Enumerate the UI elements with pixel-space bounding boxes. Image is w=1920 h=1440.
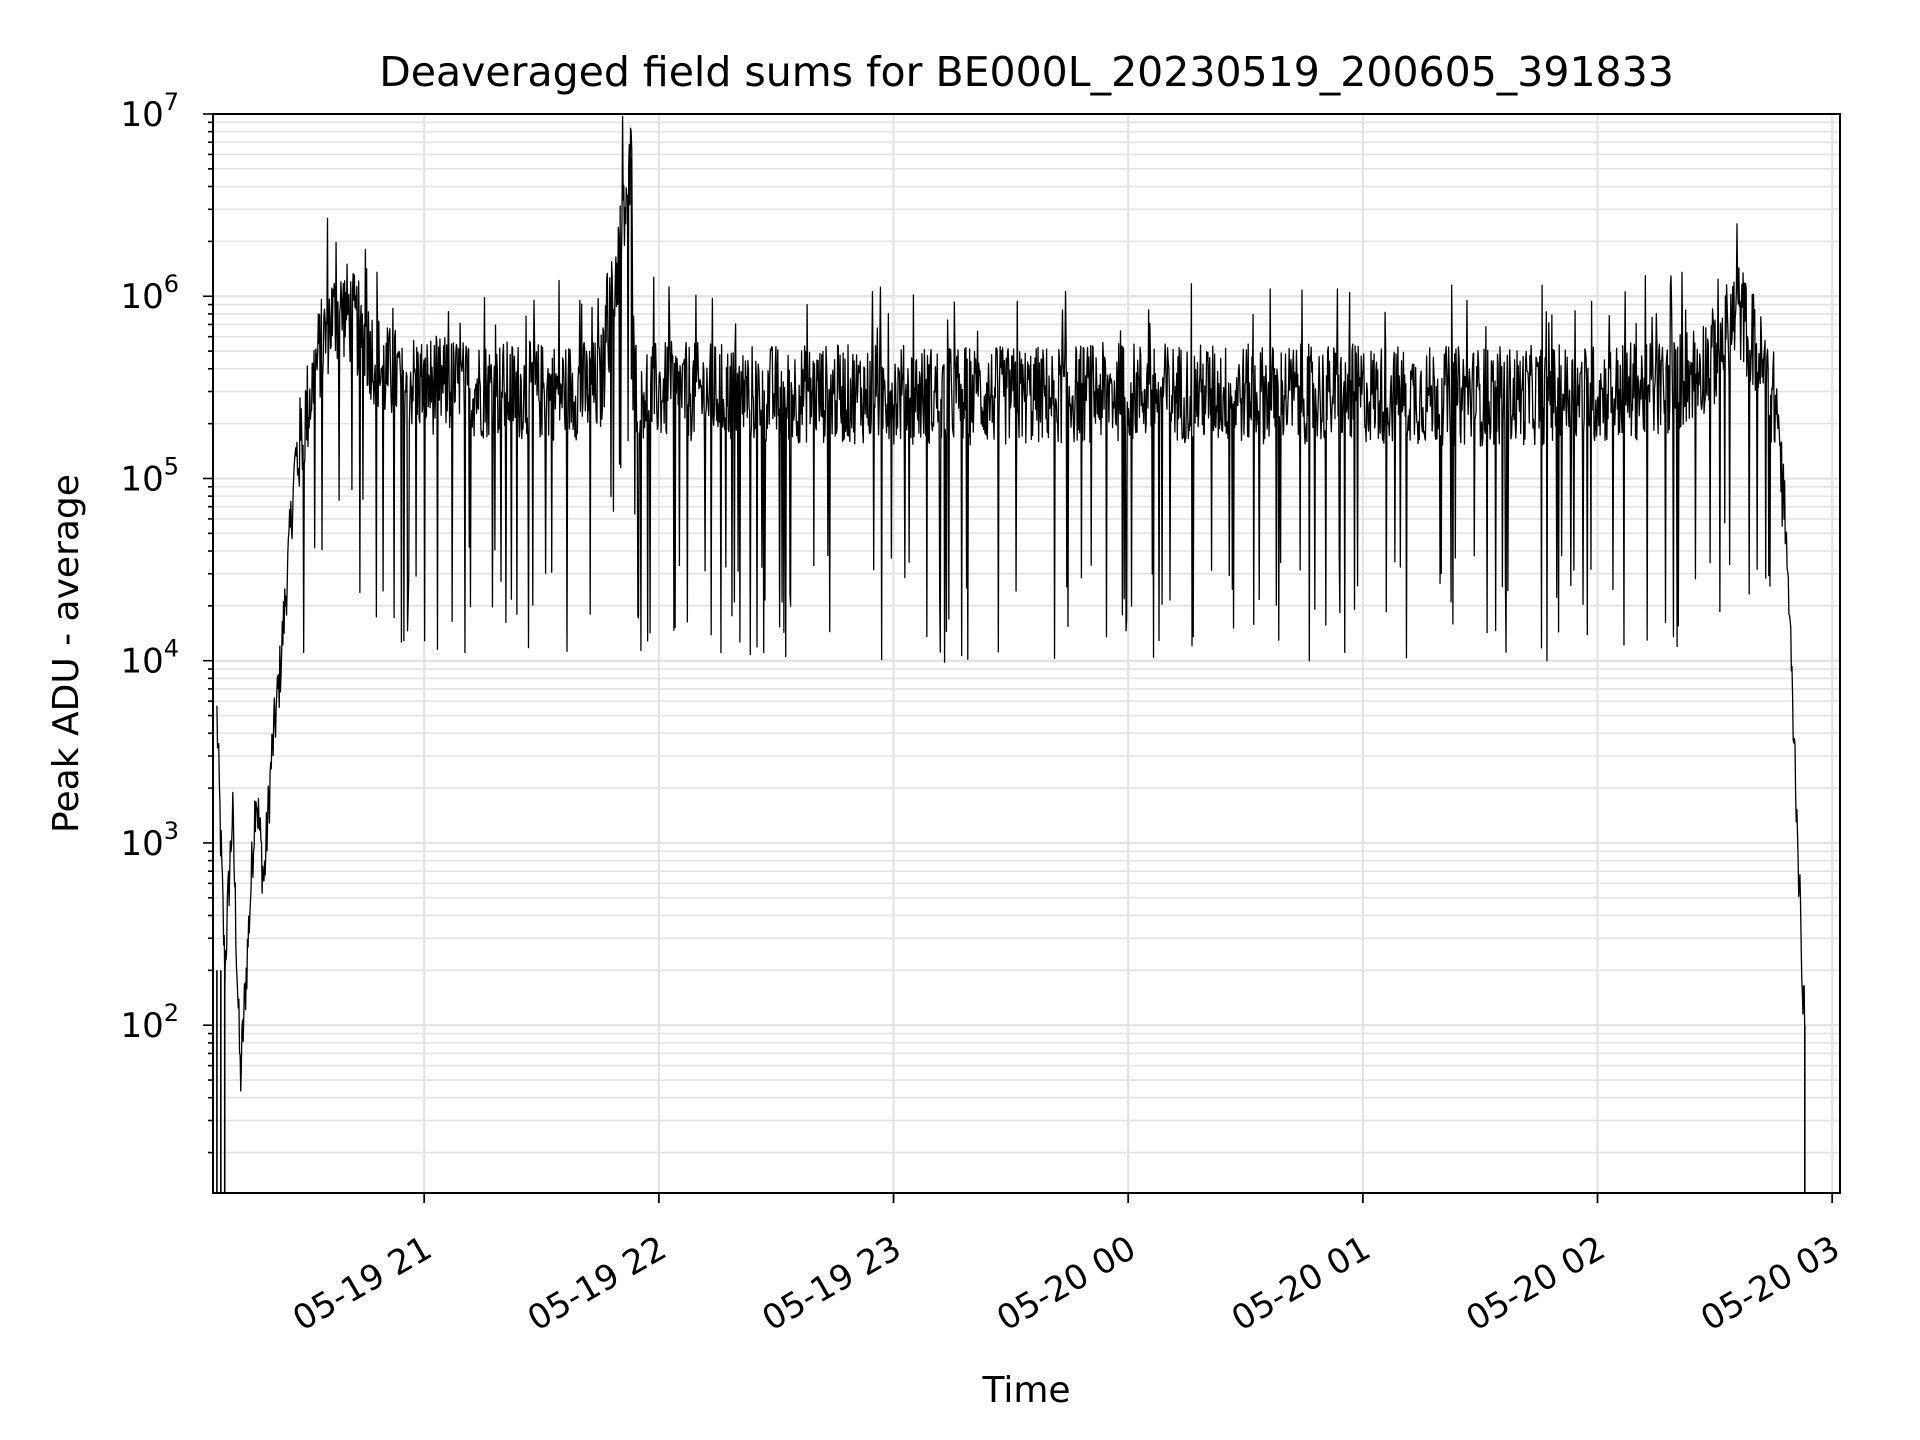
series-line: [216, 115, 1806, 1092]
y-tick-exponent: 6: [164, 270, 179, 298]
y-tick-exponent: 4: [164, 635, 179, 663]
x-tick-label: 05-19 23: [756, 1228, 908, 1339]
x-tick-label: 05-20 02: [1460, 1228, 1612, 1339]
y-tick-label: 103: [120, 817, 179, 864]
y-tick-base: 10: [120, 642, 163, 682]
plot-area-frame: [212, 113, 1841, 1194]
x-tick-label: 05-19 22: [521, 1228, 673, 1339]
y-tick-label: 102: [120, 999, 179, 1046]
y-tick-base: 10: [120, 459, 163, 499]
x-tick-label: 05-20 03: [1694, 1228, 1846, 1339]
y-tick-exponent: 3: [164, 817, 179, 845]
y-tick-exponent: 2: [164, 999, 179, 1027]
y-tick-base: 10: [120, 824, 163, 864]
y-tick-label: 105: [120, 452, 179, 499]
x-axis-label: Time: [981, 1370, 1070, 1411]
y-tick-label: 104: [120, 635, 179, 682]
x-tick-label: 05-19 21: [286, 1228, 438, 1339]
y-tick-base: 10: [120, 95, 163, 135]
series-layer: [216, 115, 1806, 1193]
y-tick-label: 107: [120, 88, 179, 135]
x-tick-label: 05-20 01: [1225, 1228, 1377, 1339]
y-tick-base: 10: [120, 277, 163, 317]
x-tick-label: 05-20 00: [990, 1228, 1142, 1339]
y-tick-exponent: 5: [164, 452, 179, 480]
chart-title: Deaveraged field sums for BE000L_2023051…: [379, 48, 1674, 96]
y-tick-base: 10: [120, 1006, 163, 1046]
y-tick-label: 106: [120, 270, 179, 317]
y-axis-label: Peak ADU - average: [46, 474, 87, 833]
grid-lines: [213, 112, 1840, 1193]
x-axis-ticks: 05-19 21 05-19 22 05-19 23 05-20 00 05-20 01…: [286, 1193, 1847, 1339]
y-tick-exponent: 7: [164, 88, 179, 116]
